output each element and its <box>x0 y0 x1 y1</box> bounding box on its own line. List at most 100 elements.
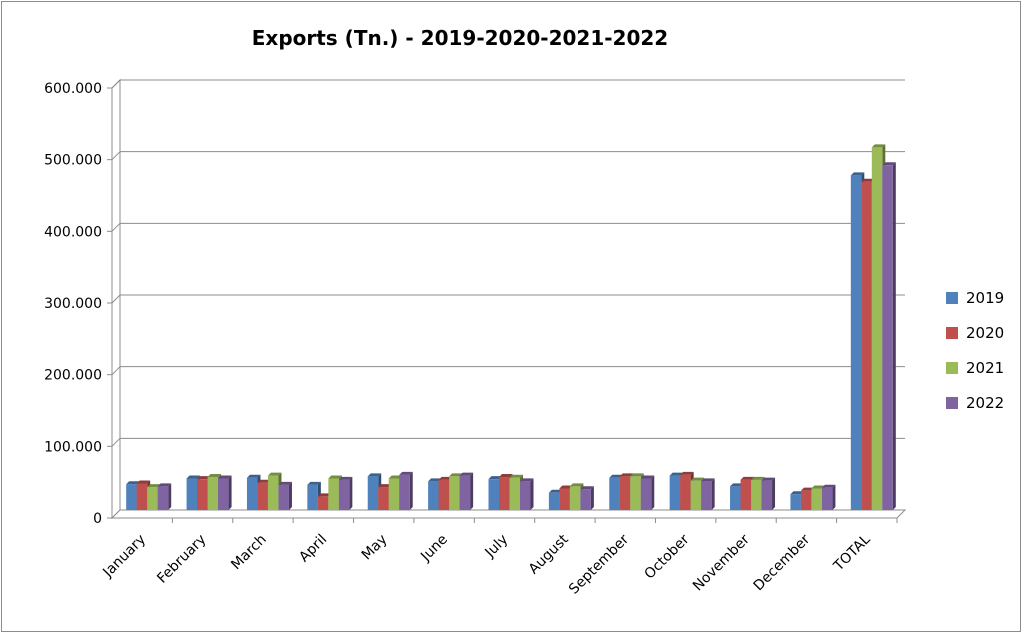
bar-side-2022 <box>832 484 836 510</box>
bar-2020-January <box>136 483 148 510</box>
x-tick-label: November <box>690 531 753 594</box>
bar-2020-December <box>800 490 812 510</box>
bar-top-2020 <box>800 487 815 491</box>
bar-2019-May <box>367 476 379 510</box>
chart-title: Exports (Tn.) - 2019-2020-2021-2022 <box>251 26 669 50</box>
bar-side-2022 <box>168 483 172 510</box>
bar-2022-February <box>218 478 229 510</box>
bar-side-2022 <box>711 478 715 510</box>
gridline-depth <box>111 366 121 376</box>
bar-2019-January <box>126 484 137 510</box>
bar-top-2022 <box>701 478 715 482</box>
bar-side-2022 <box>772 477 776 510</box>
bar-top-2020 <box>197 476 211 480</box>
x-tick-label: June <box>417 532 451 566</box>
x-tick-label: April <box>296 532 330 566</box>
bar-2020-March <box>257 482 268 510</box>
bar-top-2019 <box>730 483 744 487</box>
bar-2020-February <box>197 479 208 510</box>
y-tick-label: 0 <box>93 511 102 527</box>
x-tick-label: August <box>526 531 572 577</box>
bar-2021-May <box>388 478 400 510</box>
bar-2022-September <box>640 478 652 510</box>
bar-top-2022 <box>157 483 172 487</box>
bar-top-2021 <box>388 475 403 479</box>
bar-top-2020 <box>499 474 513 478</box>
bar-top-2019 <box>488 476 502 480</box>
bar-top-2021 <box>751 476 765 480</box>
gridline-depth <box>111 222 121 232</box>
bar-side-2022 <box>409 471 413 510</box>
bar-2022-TOTAL <box>882 165 893 511</box>
gridline-depth <box>111 294 121 304</box>
bar-top-2022 <box>640 475 655 479</box>
bar-top-2019 <box>850 172 865 176</box>
bar-2021-February <box>207 477 219 510</box>
floor <box>110 509 907 519</box>
bar-top-2021 <box>449 473 463 477</box>
x-tick-label: February <box>154 532 209 587</box>
bar-2019-TOTAL <box>850 175 862 511</box>
bar-top-2020 <box>559 485 573 489</box>
y-tick-label: 100.000 <box>44 439 102 455</box>
bar-top-2019 <box>548 489 563 493</box>
bar-2021-March <box>267 475 279 510</box>
gridline-depth <box>111 151 121 161</box>
bar-top-2022 <box>399 471 413 475</box>
bar-top-2020 <box>861 178 875 182</box>
bar-2019-July <box>488 479 499 510</box>
bar-2022-October <box>701 481 712 510</box>
bar-top-2022 <box>580 486 594 490</box>
bar-top-2022 <box>278 481 292 485</box>
bar-top-2021 <box>811 485 825 489</box>
bar-2020-October <box>680 474 691 510</box>
bar-top-2021 <box>569 483 584 487</box>
legend-swatch-2019 <box>946 291 958 304</box>
x-tick-label: May <box>359 532 391 564</box>
bar-2019-April <box>307 484 318 510</box>
x-tick-label: September <box>566 531 632 597</box>
bar-2020-June <box>438 479 450 510</box>
x-tick-label: December <box>751 531 814 594</box>
bar-2022-August <box>580 489 591 510</box>
chart-legend: 2019 2020 2021 2022 <box>946 280 1004 420</box>
bar-2021-December <box>811 488 822 510</box>
x-tick-label: January <box>99 532 149 582</box>
legend-swatch-2020 <box>946 326 958 339</box>
x-tick-label: March <box>228 532 269 573</box>
bar-side-2022 <box>470 472 474 510</box>
legend-item-2019: 2019 <box>946 280 1004 315</box>
legend-label-2022: 2022 <box>966 393 1005 412</box>
bar-top-2020 <box>317 493 332 497</box>
bar-top-2022 <box>218 475 232 479</box>
bar-2019-August <box>548 492 560 510</box>
bar-2022-April <box>338 479 350 510</box>
bar-top-2020 <box>619 473 634 477</box>
bar-top-2019 <box>367 473 382 477</box>
x-tick-label: TOTAL <box>830 531 874 575</box>
bar-top-2021 <box>509 474 523 478</box>
bar-top-2021 <box>207 474 222 478</box>
bar-top-2019 <box>428 478 442 482</box>
bar-2021-June <box>449 476 460 510</box>
bar-top-2019 <box>246 474 261 478</box>
bar-2020-May <box>378 487 389 510</box>
bar-2020-September <box>619 476 631 510</box>
bar-side-2022 <box>651 475 655 510</box>
legend-item-2022: 2022 <box>946 385 1004 420</box>
bar-2020-July <box>499 477 510 510</box>
bar-top-2020 <box>680 471 694 475</box>
bar-top-2019 <box>669 472 684 476</box>
bar-2020-August <box>559 488 570 510</box>
bar-2022-November <box>761 480 773 510</box>
bar-2019-December <box>790 494 801 510</box>
x-tick-label: July <box>481 532 511 562</box>
y-tick-label: 600.000 <box>44 81 102 97</box>
bar-2021-July <box>509 477 520 510</box>
bar-top-2020 <box>438 476 453 480</box>
bar-2022-July <box>520 481 531 510</box>
bar-top-2022 <box>520 478 534 482</box>
bar-side-2022 <box>530 478 534 510</box>
bar-top-2022 <box>338 476 353 480</box>
bar-top-2022 <box>761 477 776 481</box>
